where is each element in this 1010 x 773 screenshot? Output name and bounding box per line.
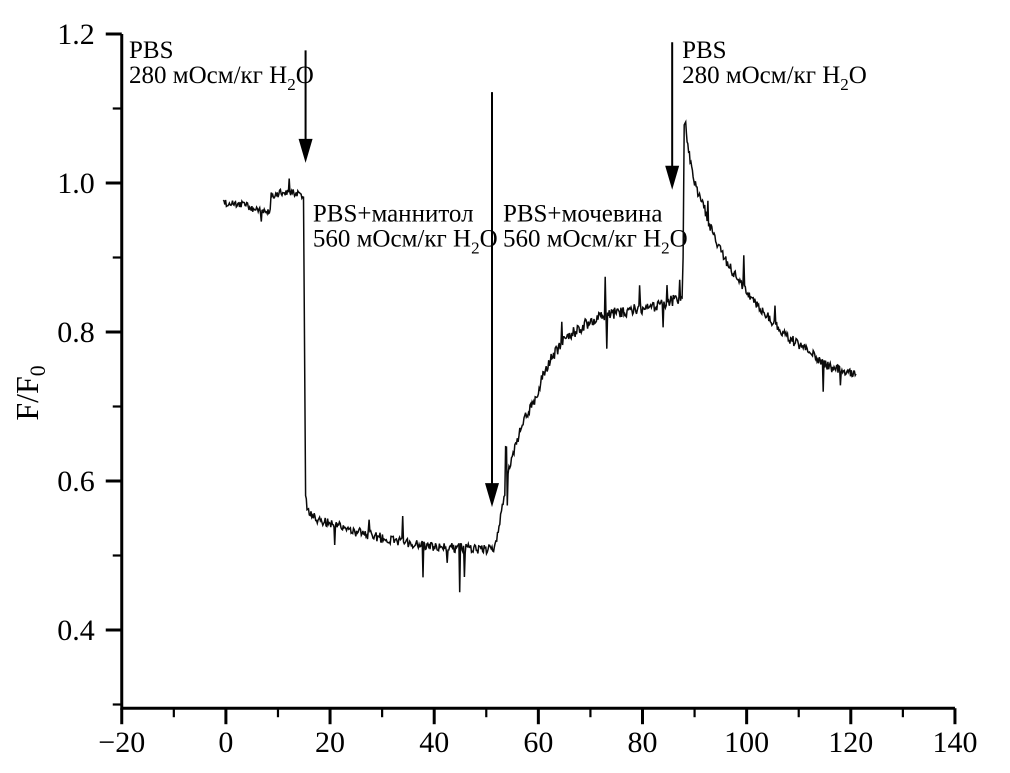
annotation-pbs-wash-in-1: PBS bbox=[129, 37, 173, 64]
x-tick-label: 0 bbox=[218, 726, 233, 759]
annotation-arrowhead-icon bbox=[298, 138, 313, 163]
fluorescence-data-trace bbox=[222, 119, 857, 593]
annotation-pbs-wash-in-1: 280 мОсм/кг H2O bbox=[129, 62, 314, 94]
axes-spines bbox=[120, 34, 955, 710]
annotation-pbs-urea: PBS+мочевина bbox=[503, 201, 663, 228]
x-tick-label: 100 bbox=[724, 726, 769, 759]
y-axis-title: F/F0 bbox=[9, 365, 50, 420]
y-tick-label: 0.8 bbox=[57, 316, 95, 349]
y-tick-label: 0.4 bbox=[57, 614, 95, 647]
x-tick-label: 80 bbox=[628, 726, 658, 759]
x-tick-label: −20 bbox=[98, 726, 145, 759]
annotation-pbs-wash-in-2: PBS bbox=[682, 37, 726, 64]
annotation-arrowhead-icon bbox=[485, 483, 500, 508]
x-tick-label: 40 bbox=[419, 726, 449, 759]
annotation-pbs-wash-in-2: 280 мОсм/кг H2O bbox=[682, 62, 867, 94]
annotation-arrowhead-icon bbox=[665, 165, 680, 190]
annotation-pbs-urea: 560 мОсм/кг H2O bbox=[503, 226, 688, 258]
x-tick-label: 140 bbox=[932, 726, 977, 759]
y-tick-label: 1.2 bbox=[57, 18, 95, 51]
x-tick-label: 120 bbox=[828, 726, 873, 759]
y-tick-label: 0.6 bbox=[57, 465, 95, 498]
x-tick-label: 60 bbox=[523, 726, 553, 759]
x-tick-label: 20 bbox=[315, 726, 345, 759]
annotation-pbs-mannitol: 560 мОсм/кг H2O bbox=[313, 226, 498, 258]
y-tick-label: 1.0 bbox=[57, 167, 95, 200]
annotation-pbs-mannitol: PBS+маннитол bbox=[313, 201, 474, 228]
